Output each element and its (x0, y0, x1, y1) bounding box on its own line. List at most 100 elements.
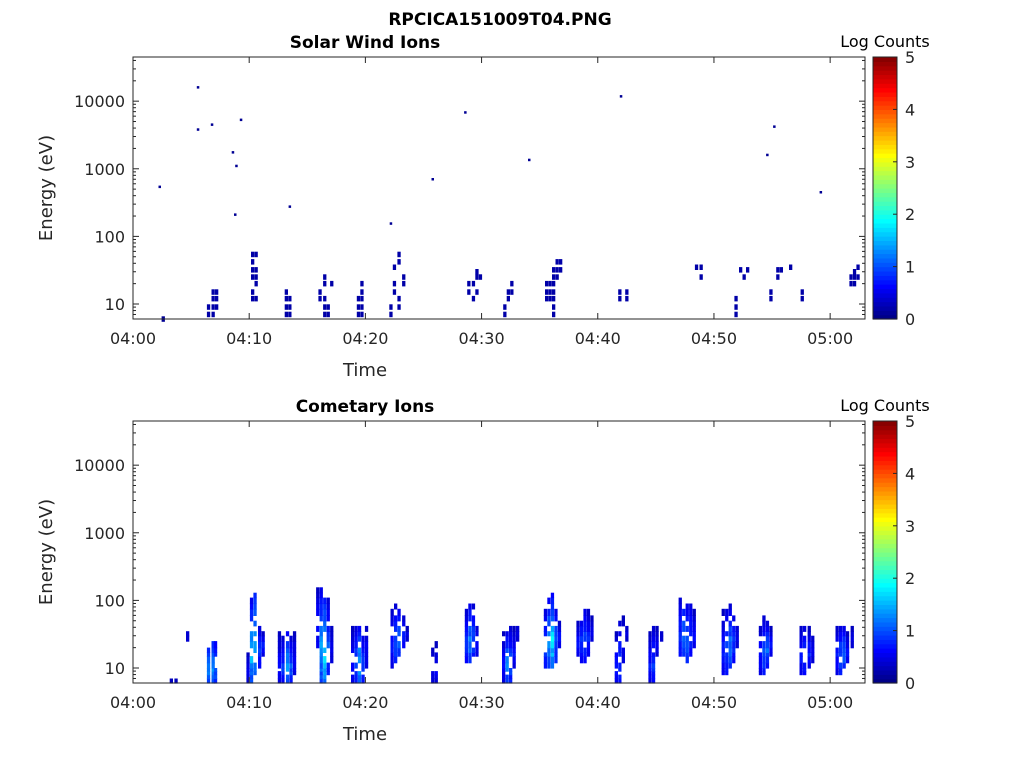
heatmap-cell (839, 641, 843, 649)
heatmap-cell (354, 671, 358, 676)
heatmap-cell (357, 678, 362, 684)
heatmap-cell (682, 635, 686, 642)
heatmap-cell (689, 608, 693, 616)
heatmap-cell (323, 603, 327, 610)
heatmap-cell (356, 311, 361, 318)
heatmap-cell (839, 671, 843, 676)
heatmap-cell (319, 668, 323, 672)
heatmap-cell (502, 678, 506, 684)
colorbar-segment (873, 648, 897, 654)
heatmap-cell (464, 608, 469, 616)
heatmap-cell (576, 625, 580, 632)
colorbar-segment (873, 512, 897, 518)
heatmap-cell (732, 647, 736, 653)
heatmap-cell (277, 635, 282, 642)
heatmap-cell (618, 647, 622, 653)
heatmap-cell (765, 652, 770, 657)
heatmap-cell (364, 662, 369, 669)
heatmap-cell (394, 647, 398, 653)
heatmap-cell (689, 620, 693, 627)
heatmap-cell (249, 662, 254, 669)
heatmap-cell (277, 678, 282, 684)
heatmap-cell (509, 625, 513, 632)
heatmap-cell (614, 631, 618, 637)
heatmap-cell (552, 267, 556, 273)
colorbar-segment (873, 455, 897, 461)
heatmap-cell (721, 631, 725, 637)
heatmap-cell (550, 652, 555, 657)
heatmap-cell (405, 631, 409, 637)
colorbar-segment (873, 421, 897, 426)
heatmap-cell (550, 662, 555, 669)
colorbar-segment (873, 214, 897, 220)
heatmap-cell (732, 641, 736, 649)
heatmap-cell (258, 656, 262, 664)
heatmap-cell (773, 125, 776, 128)
colorbar-tick-label: 3 (905, 517, 915, 536)
heatmap-cell (288, 311, 292, 318)
heatmap-cell (583, 631, 587, 637)
heatmap-cell (326, 311, 330, 318)
heatmap-cell (361, 635, 365, 642)
heatmap-cell (550, 608, 555, 616)
heatmap-cell (356, 304, 361, 310)
heatmap-cell (323, 668, 327, 672)
heatmap-cell (213, 668, 218, 672)
heatmap-cell (839, 635, 843, 642)
heatmap-cell (728, 635, 732, 642)
heatmap-cell (766, 153, 769, 157)
heatmap-cell (468, 631, 472, 637)
colorbar-segment (873, 218, 897, 224)
heatmap-cell (330, 625, 334, 632)
colorbar-segment (873, 113, 897, 119)
colorbar-segment (873, 600, 897, 605)
heatmap-cell (550, 597, 555, 605)
heatmap-cell (364, 641, 369, 649)
heatmap-cell (249, 615, 254, 622)
heatmap-cell (211, 641, 215, 649)
heatmap-cell (319, 631, 323, 637)
heatmap-cell (292, 656, 297, 664)
heatmap-cell (554, 652, 558, 657)
heatmap-cell (728, 631, 732, 637)
heatmap-cell (277, 656, 282, 664)
heatmap-cell (692, 620, 696, 627)
heatmap-cell (625, 635, 629, 642)
x-tick-label: 04:40 (575, 693, 621, 712)
y-tick-label: 100 (94, 227, 125, 246)
heatmap-cell (249, 597, 254, 605)
colorbar-segment (873, 292, 897, 298)
colorbar-segment (873, 442, 897, 448)
heatmap-cell (512, 652, 516, 657)
heatmap-cell (213, 652, 218, 657)
heatmap-cell (648, 635, 652, 642)
heatmap-cell (651, 635, 656, 642)
colorbar-segment (873, 222, 897, 228)
heatmap-cell (285, 656, 290, 664)
heatmap-cell (390, 652, 394, 657)
heatmap-cell (651, 652, 656, 657)
heatmap-cell (360, 289, 364, 295)
heatmap-cell (249, 668, 254, 672)
heatmap-cell (721, 608, 725, 616)
heatmap-cell (316, 625, 320, 632)
heatmap-cell (502, 631, 506, 637)
colorbar-segment (873, 183, 897, 189)
heatmap-cell (545, 289, 549, 295)
heatmap-cell (471, 652, 476, 657)
heatmap-cell (471, 280, 476, 287)
colorbar-segment (873, 477, 897, 483)
x-tick-label: 04:50 (691, 329, 737, 348)
heatmap-cell (330, 280, 334, 287)
heatmap-cell (618, 652, 622, 657)
heatmap-cell (614, 671, 618, 676)
heatmap-cell (464, 652, 469, 657)
heatmap-cell (614, 678, 618, 684)
heatmap-cell (803, 625, 807, 632)
heatmap-cell (326, 662, 330, 669)
heatmap-cell (685, 641, 689, 649)
heatmap-cell (721, 635, 725, 642)
heatmap-cell (852, 269, 857, 275)
colorbar-segment (873, 284, 897, 290)
heatmap-cell (211, 304, 215, 310)
